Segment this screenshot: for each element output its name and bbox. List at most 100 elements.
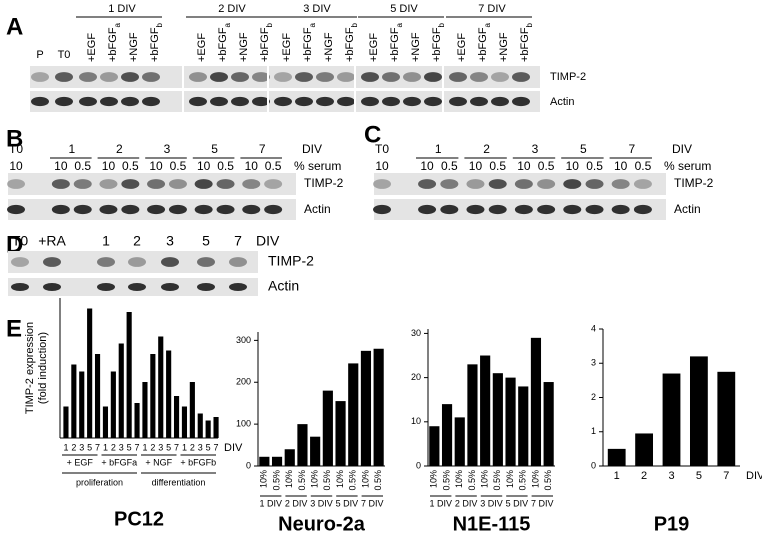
- lane-label-text: +NGF: [323, 32, 335, 62]
- bar: [134, 403, 140, 438]
- lane-label-text: +bFGF: [149, 27, 161, 62]
- band: [31, 96, 49, 107]
- unit-label: DIV: [302, 142, 322, 156]
- x-tick-label: 0.5%: [441, 470, 451, 491]
- bar: [102, 406, 109, 438]
- band: [633, 204, 652, 215]
- bar: [63, 406, 69, 438]
- band: [563, 179, 582, 189]
- unit-label: DIV: [672, 142, 692, 156]
- bar: [518, 386, 529, 466]
- bar: [181, 406, 188, 438]
- x-tick-label: 1: [63, 442, 68, 452]
- band: [373, 179, 391, 189]
- unit-label: DIV: [256, 233, 280, 249]
- bar: [205, 420, 211, 438]
- lane-label: +NGF: [238, 32, 250, 62]
- band: [470, 96, 488, 107]
- band: [242, 204, 261, 215]
- lane-label: 3: [166, 233, 174, 249]
- lane-label: +NGF: [410, 32, 422, 62]
- y-tick-label: 300: [236, 335, 251, 345]
- lane-label-sub: b: [437, 22, 446, 27]
- x-tick-label: 3: [668, 470, 674, 482]
- band: [55, 96, 73, 107]
- bar: [271, 456, 283, 466]
- x-tick-label: 7: [214, 442, 219, 452]
- band: [264, 204, 283, 215]
- x-tick-label: 0.5%: [348, 470, 358, 491]
- x-tick-label: 0.5%: [271, 470, 281, 491]
- lane-label: +bFGFb: [431, 22, 446, 62]
- row-label: TIMP-2: [268, 253, 314, 269]
- bar: [284, 449, 295, 466]
- blot: [30, 66, 540, 88]
- x-tick-label: 3: [198, 442, 203, 452]
- lane-label: T0: [58, 49, 71, 61]
- group-label: + NGF: [145, 457, 172, 467]
- bar: [110, 371, 116, 438]
- day-label: 1: [68, 142, 75, 156]
- lane-label-sub: b: [155, 22, 164, 27]
- band: [194, 179, 213, 189]
- band: [168, 179, 187, 189]
- row-label: Actin: [268, 278, 299, 294]
- band: [7, 179, 25, 189]
- band: [142, 72, 160, 82]
- lane-label-text: +bFGF: [344, 27, 356, 62]
- lane-label: +bFGFb: [259, 22, 274, 62]
- lane-label-sub: b: [350, 22, 359, 27]
- lane-label-text: +bFGF: [431, 27, 443, 62]
- x-tick-label: 10%: [335, 470, 345, 488]
- lane-label-sub: a: [223, 22, 232, 27]
- day-label: 5: [211, 142, 218, 156]
- bar: [87, 308, 93, 438]
- bar: [297, 424, 308, 466]
- band: [274, 96, 292, 107]
- serum-label: 0.5: [489, 159, 506, 173]
- lane-label-text: +NGF: [498, 32, 510, 62]
- serum-label: 10: [469, 159, 483, 173]
- band: [470, 72, 488, 82]
- bar: [71, 364, 77, 438]
- group-label: + bFGFa: [101, 457, 137, 467]
- band: [361, 96, 379, 107]
- band: [512, 96, 530, 107]
- band: [373, 204, 391, 215]
- group-label: + EGF: [67, 457, 94, 467]
- serum-label: 10: [517, 159, 531, 173]
- lane-label-sub: a: [113, 22, 122, 27]
- lane-label: +EGF: [196, 33, 208, 62]
- row-label: Actin: [550, 96, 574, 108]
- x-tick-label: 10%: [530, 470, 540, 488]
- x-tick-label: 5: [127, 442, 132, 452]
- group-label: 1 DIV: [108, 3, 136, 15]
- band: [128, 257, 146, 267]
- y-tick-label: 100: [236, 419, 251, 429]
- band: [514, 179, 533, 189]
- x-tick-label: 3: [79, 442, 84, 452]
- lane-label-text: +EGF: [86, 33, 98, 62]
- bar: [467, 364, 478, 466]
- band: [403, 96, 421, 107]
- band: [99, 204, 118, 215]
- band: [231, 96, 249, 107]
- lane-label-sub: a: [483, 22, 492, 27]
- y-tick-label: 4: [591, 323, 596, 333]
- lane-label-text: +EGF: [281, 33, 293, 62]
- x-tick-label: 2: [641, 470, 647, 482]
- band: [418, 204, 437, 215]
- lane-label-text: +EGF: [456, 33, 468, 62]
- group-label: 5 DIV: [390, 3, 418, 15]
- lane-label: 1: [102, 233, 110, 249]
- day-label: 5: [580, 142, 587, 156]
- band: [147, 204, 166, 215]
- bar: [689, 356, 708, 466]
- band: [537, 179, 556, 189]
- band: [79, 96, 97, 107]
- band: [216, 179, 235, 189]
- bar: [79, 371, 85, 438]
- group-label: 1 DIV: [429, 498, 452, 508]
- band: [488, 179, 507, 189]
- bar: [530, 337, 542, 466]
